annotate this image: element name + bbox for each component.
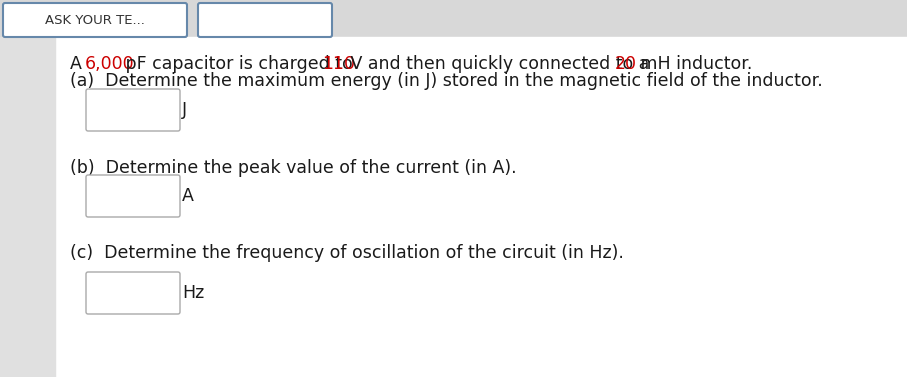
Text: J: J: [182, 101, 187, 119]
FancyBboxPatch shape: [86, 89, 180, 131]
FancyBboxPatch shape: [86, 272, 180, 314]
Text: V and then quickly connected to a: V and then quickly connected to a: [345, 55, 655, 73]
Text: pF capacitor is charged to: pF capacitor is charged to: [120, 55, 358, 73]
Text: 110: 110: [322, 55, 355, 73]
Text: mH inductor.: mH inductor.: [635, 55, 753, 73]
Text: (a)  Determine the maximum energy (in J) stored in the magnetic field of the ind: (a) Determine the maximum energy (in J) …: [70, 72, 823, 90]
FancyBboxPatch shape: [86, 175, 180, 217]
Bar: [0, 37, 55, 377]
Text: A: A: [182, 187, 194, 205]
Text: 6,000: 6,000: [85, 55, 134, 73]
Text: (c)  Determine the frequency of oscillation of the circuit (in Hz).: (c) Determine the frequency of oscillati…: [70, 244, 624, 262]
Text: 20: 20: [615, 55, 637, 73]
Text: (b)  Determine the peak value of the current (in A).: (b) Determine the peak value of the curr…: [70, 159, 517, 177]
FancyBboxPatch shape: [198, 3, 332, 37]
Text: Hz: Hz: [182, 284, 204, 302]
Text: ASK YOUR TE...: ASK YOUR TE...: [45, 14, 145, 26]
Text: A: A: [70, 55, 87, 73]
FancyBboxPatch shape: [3, 3, 187, 37]
Bar: [0, 0, 907, 37]
